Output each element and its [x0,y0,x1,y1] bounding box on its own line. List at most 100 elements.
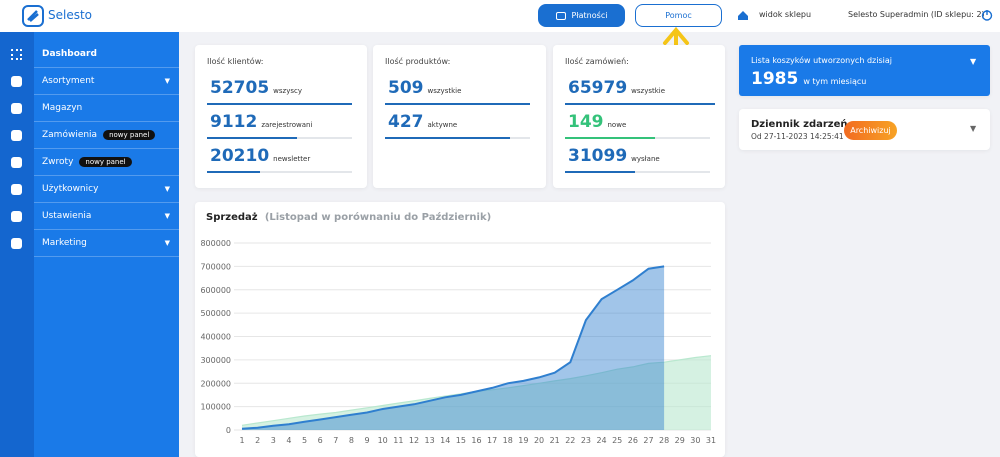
y-tick-label: 200000 [200,379,231,388]
x-tick-label: 26 [628,436,638,445]
menu-icon [11,76,22,87]
menu-item[interactable]: Asortyment ▼ [34,68,179,95]
stat-value: 52705 [210,78,270,98]
payments-label: Płatności [571,11,608,20]
archive-button[interactable]: Archiwizuj [844,121,897,140]
dropdown-arrow[interactable]: ▼ [970,57,977,66]
stat-row: 20210 newsletter [210,146,310,166]
help-label: Pomoc [665,11,692,20]
dropdown-arrow[interactable]: ▼ [970,124,977,133]
help-button[interactable]: Pomoc [635,4,722,27]
series-area [242,266,665,430]
carts-label: w tym miesiącu [803,77,867,86]
menu-icon [11,130,22,141]
x-tick-label: 10 [378,436,388,445]
stat-label: zarejestrowani [261,121,313,129]
stat-label: aktywne [427,121,458,129]
logo-icon [22,5,44,27]
stat-value: 509 [388,78,424,98]
carts-value: 1985 [751,69,799,89]
events-date: Od 27-11-2023 14:25:41 [751,132,844,141]
stat-value: 9112 [210,112,258,132]
x-tick-label: 15 [456,436,466,445]
stat-value: 427 [388,112,424,132]
x-tick-label: 6 [318,436,323,445]
menu-icon [11,211,22,222]
stat-row: 52705 wszyscy [210,78,302,98]
stat-bar [565,137,655,139]
stat-value: 65979 [568,78,628,98]
x-tick-label: 25 [612,436,622,445]
store-view[interactable]: widok sklepu [759,10,812,19]
stat-title: Ilość klientów: [207,57,264,66]
x-tick-label: 14 [440,436,450,445]
carts-title: Lista koszyków utworzonych dzisiaj [751,56,892,65]
x-tick-label: 28 [659,436,669,445]
menu-arrow: ▼ [164,212,170,220]
stat-card: Ilość zamówień: 65979 wszystkie 149 nowe 3109… [553,45,725,188]
menu-item[interactable]: Dashboard [34,41,179,68]
menu-label: Dashboard [42,49,97,59]
stat-label: wszystkie [427,87,462,95]
x-tick-label: 30 [690,436,700,445]
stat-row: 9112 zarejestrowani [210,112,312,132]
logout-icon[interactable] [981,9,993,21]
menu-arrow: ▼ [164,77,170,85]
menu-badge: nowy panel [79,157,132,167]
chart-card: Sprzedaż (Listopad w porównaniu do Paźdz… [195,202,725,457]
stat-bar [207,103,352,105]
menu-arrow: ▼ [164,239,170,247]
payments-button[interactable]: Płatności [538,4,625,27]
y-tick-label: 800000 [200,239,231,248]
x-tick-label: 5 [302,436,307,445]
stat-label: wszystkie [631,87,666,95]
carts-row: 1985 w tym miesiącu [751,69,866,89]
stat-label: newsletter [273,155,311,163]
x-tick-label: 20 [534,436,544,445]
x-tick-label: 2 [255,436,260,445]
x-tick-label: 3 [271,436,276,445]
menu-label: Zamówienia [42,130,98,140]
x-tick-label: 17 [487,436,497,445]
events-panel: Dziennik zdarzeń Od 27-11-2023 14:25:41 … [739,109,990,150]
stat-bar [385,103,530,105]
menu-label: Ustawienia [42,211,92,221]
menu-label: Zwroty [42,157,74,167]
stat-row: 509 wszystkie [388,78,461,98]
x-tick-label: 27 [643,436,653,445]
stat-card: Ilość produktów: 509 wszystkie 427 aktywne [373,45,546,188]
stat-bar [565,171,635,173]
menu-label: Użytkownicy [42,184,99,194]
chart-heading: Sprzedaż (Listopad w porównaniu do Paźdz… [206,212,491,223]
stat-row: 149 nowe [568,112,626,132]
menu-item[interactable]: Użytkownicy ▼ [34,176,179,203]
menu-item[interactable]: Magazyn [34,95,179,122]
x-tick-label: 11 [393,436,403,445]
carts-panel: Lista koszyków utworzonych dzisiaj 1985 w… [739,45,990,96]
x-tick-label: 19 [518,436,528,445]
events-title: Dziennik zdarzeń [751,119,848,130]
y-tick-label: 500000 [200,309,231,318]
y-tick-label: 600000 [200,286,231,295]
menu-label: Asortyment [42,76,95,86]
menu-icon [11,238,22,249]
chart: 0 100000 200000 300000 400000 500000 600000 700… [200,239,716,445]
menu-item[interactable]: Ustawienia ▼ [34,203,179,230]
menu-item[interactable]: Marketing ▼ [34,230,179,257]
x-tick-label: 4 [286,436,291,445]
x-tick-label: 1 [239,436,244,445]
menu-item[interactable]: Zamówienia nowy panel [34,122,179,149]
menu-item[interactable]: Zwroty nowy panel [34,149,179,176]
stat-track [207,171,352,173]
menu-icon [11,184,22,195]
stat-track [565,171,710,173]
home-icon [738,11,748,20]
stat-row: 427 aktywne [388,112,457,132]
stat-value: 149 [568,112,604,132]
menu-icon [11,157,22,168]
stat-value: 31099 [568,146,628,166]
menu-label: Marketing [42,238,87,248]
archive-label: Archiwizuj [850,126,891,135]
x-tick-label: 23 [581,436,591,445]
